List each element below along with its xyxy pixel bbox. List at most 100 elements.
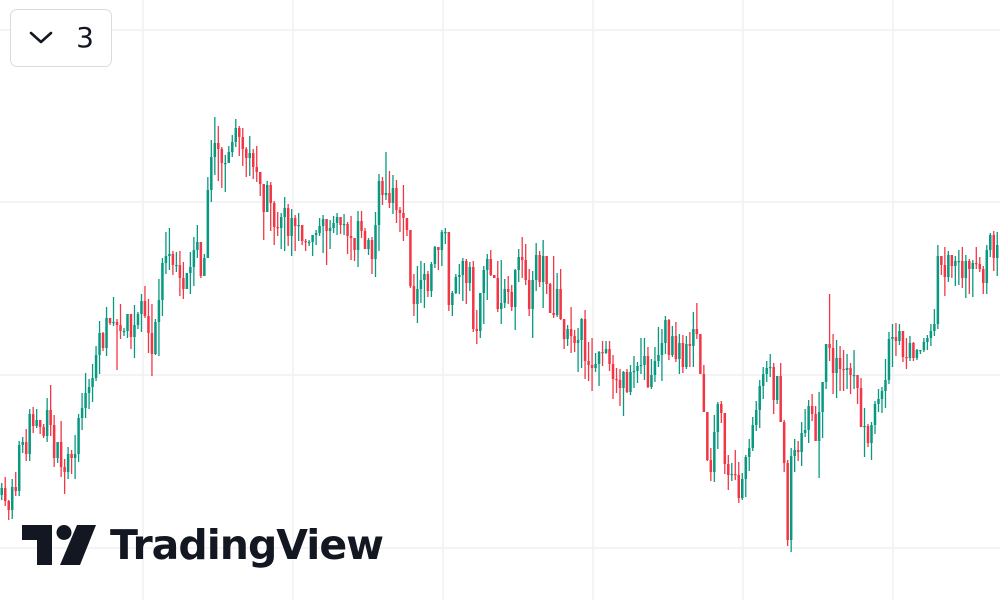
candle <box>597 351 601 386</box>
candle <box>821 382 824 438</box>
candle-body <box>775 376 779 400</box>
candle-body <box>168 254 171 256</box>
candle <box>458 264 461 294</box>
candle <box>856 375 859 404</box>
candle-body <box>849 368 852 375</box>
candle-body <box>933 324 936 331</box>
candle <box>643 338 646 380</box>
candle-body <box>782 422 786 463</box>
candle <box>419 261 423 303</box>
candle <box>877 389 880 412</box>
candle-body <box>178 265 182 278</box>
candle-body <box>423 274 426 280</box>
candle-body <box>84 393 87 408</box>
candle-body <box>98 333 101 355</box>
candle <box>318 218 321 236</box>
candle-body <box>744 457 748 479</box>
candle <box>416 266 419 323</box>
candle <box>650 359 653 389</box>
candle-body <box>569 329 573 336</box>
candle <box>133 305 136 358</box>
candle-body <box>803 430 807 433</box>
candle-body <box>674 336 678 359</box>
candle-body <box>863 426 866 428</box>
tradingview-logo[interactable]: TradingView <box>22 518 384 572</box>
candle-body <box>912 343 915 358</box>
candle-body <box>954 261 957 266</box>
candle-body <box>472 267 475 329</box>
candle <box>168 228 171 270</box>
candle <box>632 356 636 388</box>
candle-body <box>279 217 283 228</box>
candle-body <box>147 316 150 333</box>
candle-body <box>49 410 52 425</box>
candle <box>933 309 936 336</box>
candle <box>52 415 56 467</box>
candle-body <box>950 255 954 266</box>
candle <box>234 119 238 147</box>
candle-body <box>73 454 77 458</box>
candle-body <box>339 217 342 225</box>
candle-body <box>391 188 395 203</box>
candle-body <box>363 231 367 249</box>
candle-body <box>101 333 105 348</box>
candle <box>506 276 510 304</box>
candle-body <box>419 280 423 289</box>
candle-body <box>248 153 252 158</box>
candle-body <box>171 254 175 265</box>
candle <box>510 285 513 311</box>
candle-body <box>374 225 377 259</box>
candle-body <box>594 364 597 368</box>
candle-body <box>957 261 961 263</box>
candle-body <box>486 259 489 270</box>
candle-body <box>210 157 213 190</box>
candle <box>975 247 978 269</box>
candle <box>31 407 35 433</box>
candle-body <box>307 242 311 244</box>
candle <box>622 371 625 416</box>
tradingview-wordmark: TradingView <box>110 520 384 569</box>
candle <box>657 327 660 367</box>
candle <box>161 258 164 316</box>
candle <box>982 266 985 294</box>
candle-body <box>995 245 999 258</box>
candle <box>119 304 122 339</box>
candle-body <box>706 412 709 460</box>
candle <box>961 247 964 288</box>
candle-body <box>891 337 894 339</box>
candle <box>727 455 730 490</box>
candle-body <box>447 232 451 305</box>
candle <box>147 299 150 353</box>
candle-body <box>873 404 877 425</box>
legend-collapse-button[interactable]: 3 <box>10 9 112 67</box>
candle-body <box>0 488 4 495</box>
candle <box>499 260 503 324</box>
candle <box>321 215 325 253</box>
candle <box>775 376 779 404</box>
candle <box>793 439 796 472</box>
candle-body <box>919 350 922 352</box>
candle-body <box>975 263 978 265</box>
candle-body <box>905 357 908 359</box>
candle-body <box>227 152 231 163</box>
candle-body <box>377 181 381 225</box>
candle-body <box>112 322 115 324</box>
candle <box>768 354 772 377</box>
candle <box>84 373 87 418</box>
candle-body <box>765 368 768 374</box>
candle-body <box>24 442 28 454</box>
candle-body <box>807 406 810 430</box>
candle-body <box>304 241 307 243</box>
candle <box>723 413 727 474</box>
candle <box>49 385 52 436</box>
candle-body <box>416 289 419 304</box>
candle-body <box>713 432 716 472</box>
candle-body <box>409 230 412 286</box>
candle <box>98 321 101 374</box>
candle-body <box>192 250 196 267</box>
candle <box>367 238 370 255</box>
candle-body <box>751 425 755 448</box>
